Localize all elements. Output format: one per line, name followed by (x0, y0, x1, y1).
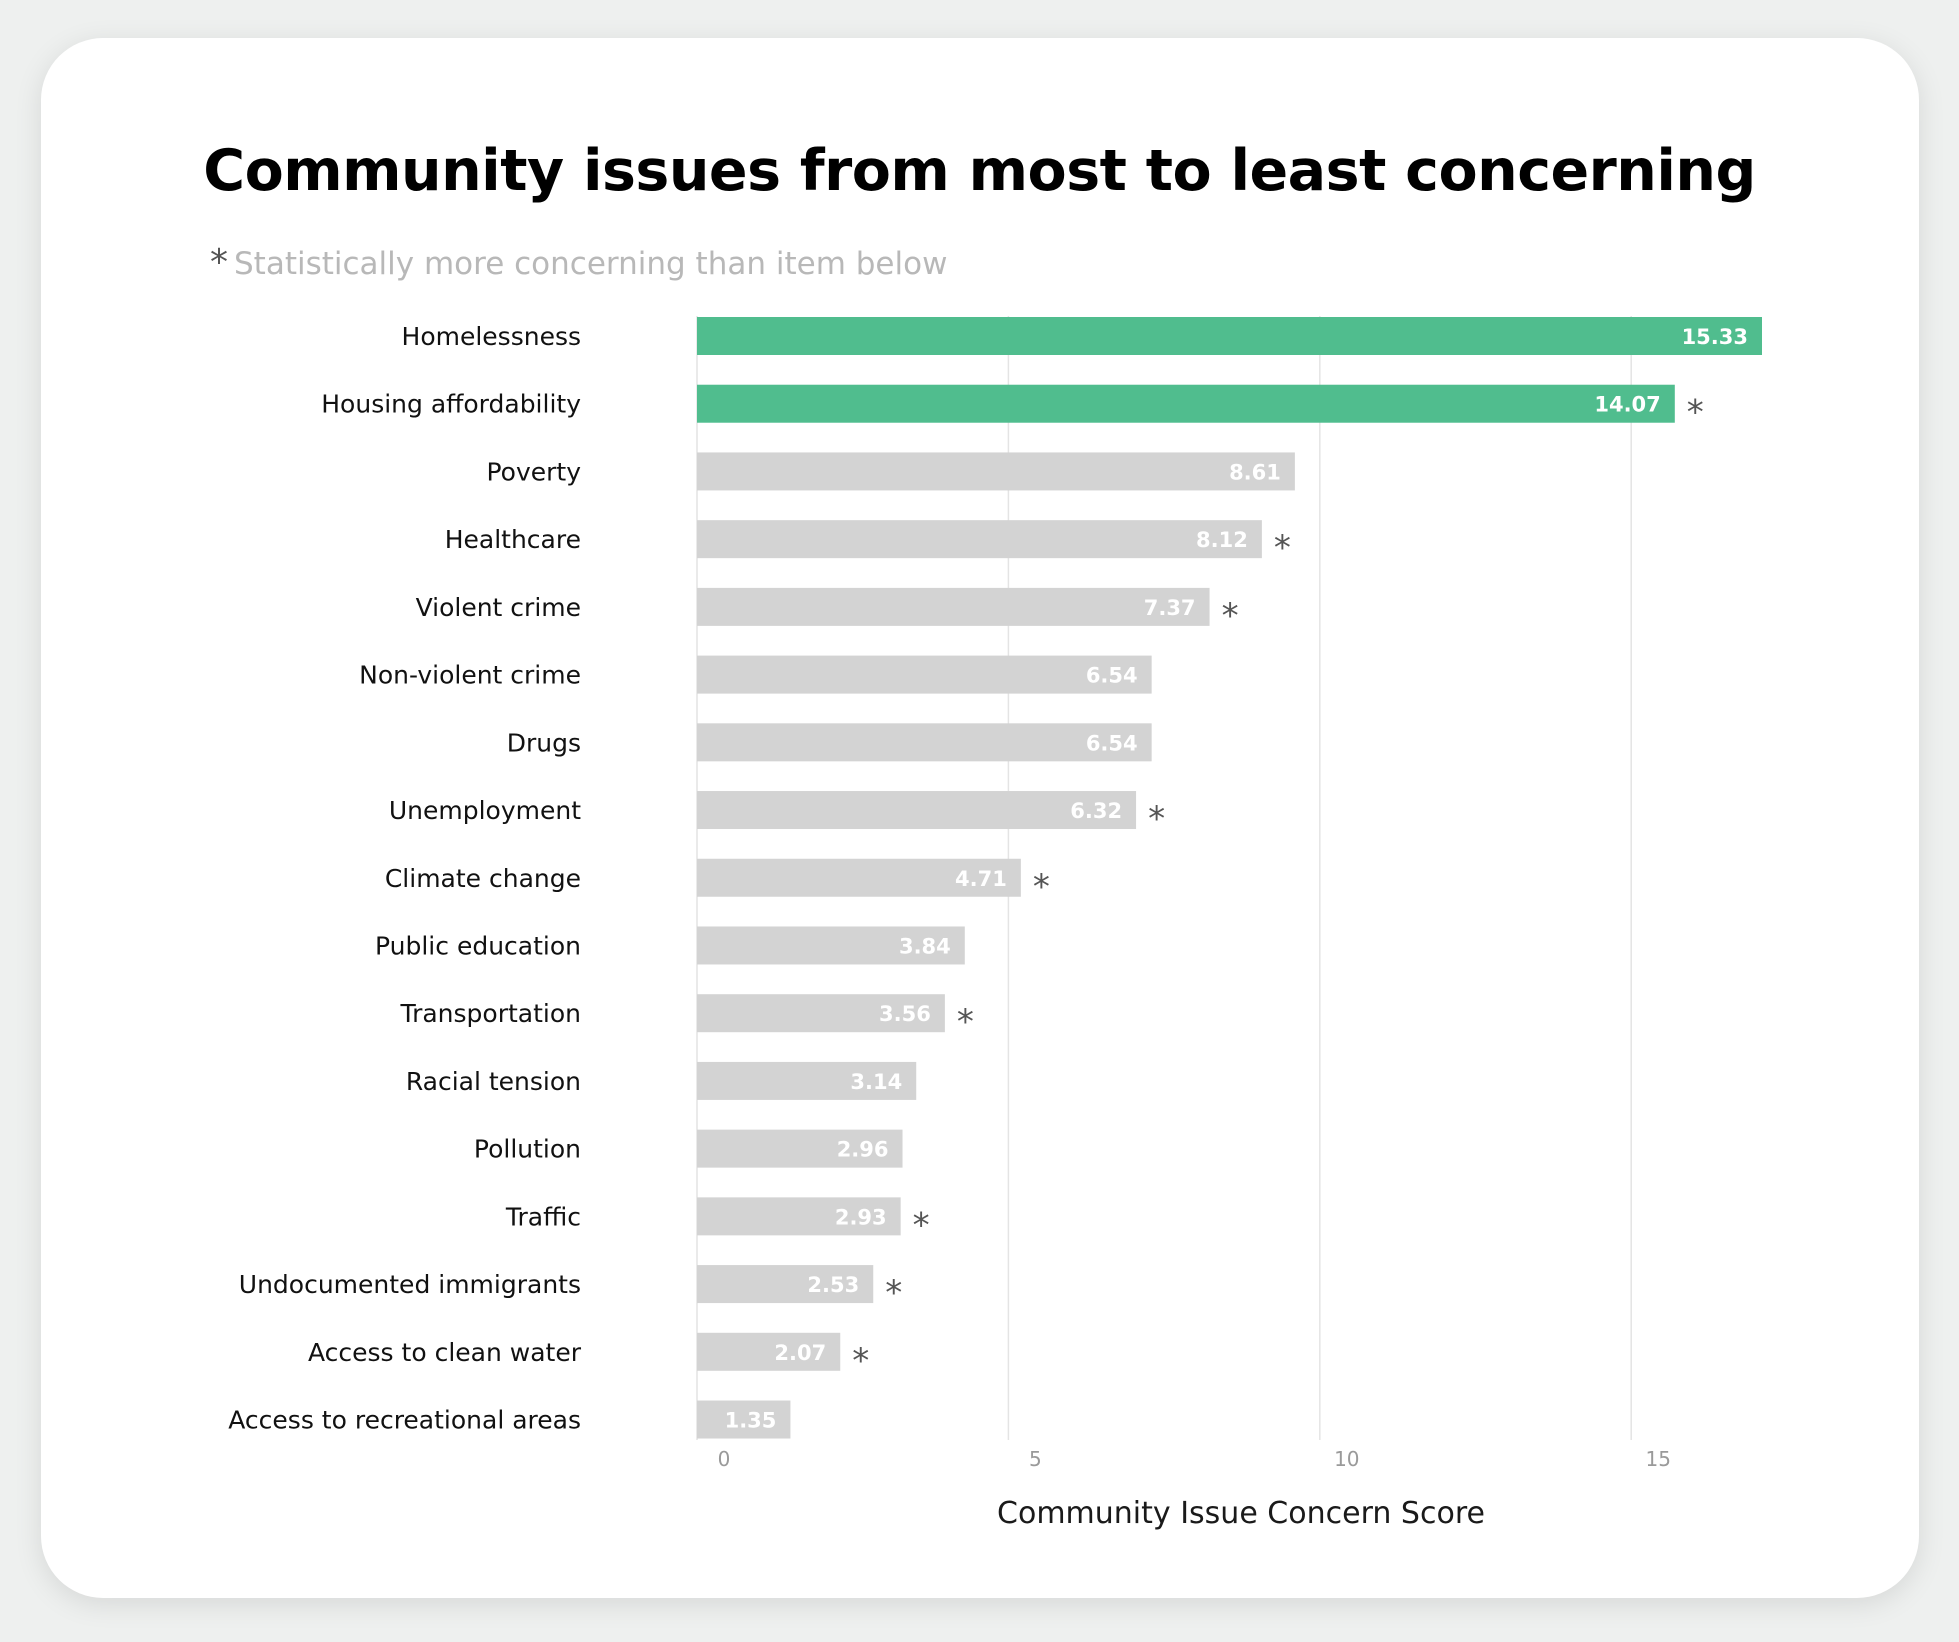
category-label: Undocumented immigrants (239, 1270, 581, 1299)
bar-public-education (697, 926, 965, 965)
significance-star-icon: * (852, 1341, 869, 1381)
bar-traffic (697, 1197, 901, 1236)
value-label: 4.71 (955, 867, 1007, 891)
category-label: Unemployment (389, 796, 581, 825)
bars: 15.33 14.07 * 8.61 8.12 * 7.37 * 6.54 6.54 6.32 * 4.… (697, 317, 1762, 1439)
bar-transportation (697, 994, 945, 1033)
category-label: Homelessness (402, 322, 581, 351)
significance-star-icon: * (1687, 393, 1704, 433)
bar-racial-tension (697, 1061, 917, 1100)
category-label: Housing affordability (321, 390, 581, 419)
note-star-icon: * (210, 242, 228, 283)
category-label: Transportation (399, 999, 581, 1028)
value-label: 3.56 (879, 1002, 931, 1026)
bar-undocumented-immigrants (697, 1265, 874, 1304)
category-label: Violent crime (416, 593, 581, 622)
bar-healthcare (697, 520, 1262, 559)
value-label: 2.53 (807, 1273, 859, 1297)
category-label: Healthcare (445, 525, 581, 554)
value-label: 15.33 (1682, 325, 1748, 349)
bar-housing-affordability (697, 384, 1675, 423)
significance-star-icon: * (1148, 799, 1165, 839)
category-label: Non-violent crime (359, 661, 581, 690)
significance-star-icon: * (1274, 528, 1291, 568)
value-label: 6.32 (1070, 799, 1122, 823)
category-label: Racial tension (406, 1067, 581, 1096)
x-tick-label: 5 (1029, 1447, 1042, 1471)
category-label: Public education (375, 931, 581, 960)
category-label: Access to clean water (308, 1338, 582, 1367)
value-label: 2.07 (774, 1341, 826, 1365)
bar-access-to-recreational-areas (697, 1400, 791, 1439)
category-label: Pollution (474, 1135, 581, 1164)
significance-star-icon: * (885, 1273, 902, 1313)
x-tick-label: 10 (1334, 1447, 1359, 1471)
bar-pollution (697, 1129, 903, 1168)
value-label: 6.54 (1086, 731, 1138, 755)
category-labels: Homelessness Housing affordability Poverty… (228, 322, 581, 1435)
bar-unemployment (697, 791, 1137, 830)
x-tick-label: 0 (718, 1447, 731, 1471)
x-axis-ticks: 0 5 10 15 (718, 1447, 1671, 1471)
category-label: Poverty (486, 457, 581, 486)
significance-star-icon: * (1033, 867, 1050, 907)
category-label: Traffic (505, 1202, 581, 1231)
bar-poverty (697, 452, 1295, 491)
value-label: 3.14 (850, 1070, 902, 1094)
value-label: 2.96 (837, 1138, 889, 1162)
value-label: 1.35 (725, 1409, 777, 1433)
bar-drugs (697, 723, 1152, 762)
value-label: 14.07 (1594, 393, 1660, 417)
bar-non-violent-crime (697, 655, 1152, 694)
significance-star-icon: * (1222, 596, 1239, 636)
bar-climate-change (697, 858, 1021, 897)
significance-star-icon: * (913, 1205, 930, 1245)
bar-homelessness (697, 317, 1762, 355)
category-label: Access to recreational areas (228, 1406, 581, 1435)
value-label: 6.54 (1086, 664, 1138, 688)
note-text: Statistically more concerning than item … (234, 246, 948, 282)
bar-access-to-clean-water (697, 1332, 841, 1371)
value-label: 3.84 (899, 934, 951, 958)
value-label: 8.12 (1196, 528, 1248, 552)
value-label: 2.93 (835, 1205, 887, 1229)
category-label: Drugs (507, 728, 581, 757)
significance-star-icon: * (957, 1002, 974, 1042)
value-label: 7.37 (1144, 596, 1196, 620)
significance-note: * Statistically more concerning than item… (210, 242, 947, 283)
value-label: 8.61 (1229, 460, 1281, 484)
x-tick-label: 15 (1645, 1447, 1670, 1471)
x-axis-title: Community Issue Concern Score (997, 1496, 1485, 1531)
bar-violent-crime (697, 587, 1210, 626)
category-label: Climate change (385, 864, 581, 893)
chart-title: Community issues from most to least conc… (203, 138, 1756, 204)
